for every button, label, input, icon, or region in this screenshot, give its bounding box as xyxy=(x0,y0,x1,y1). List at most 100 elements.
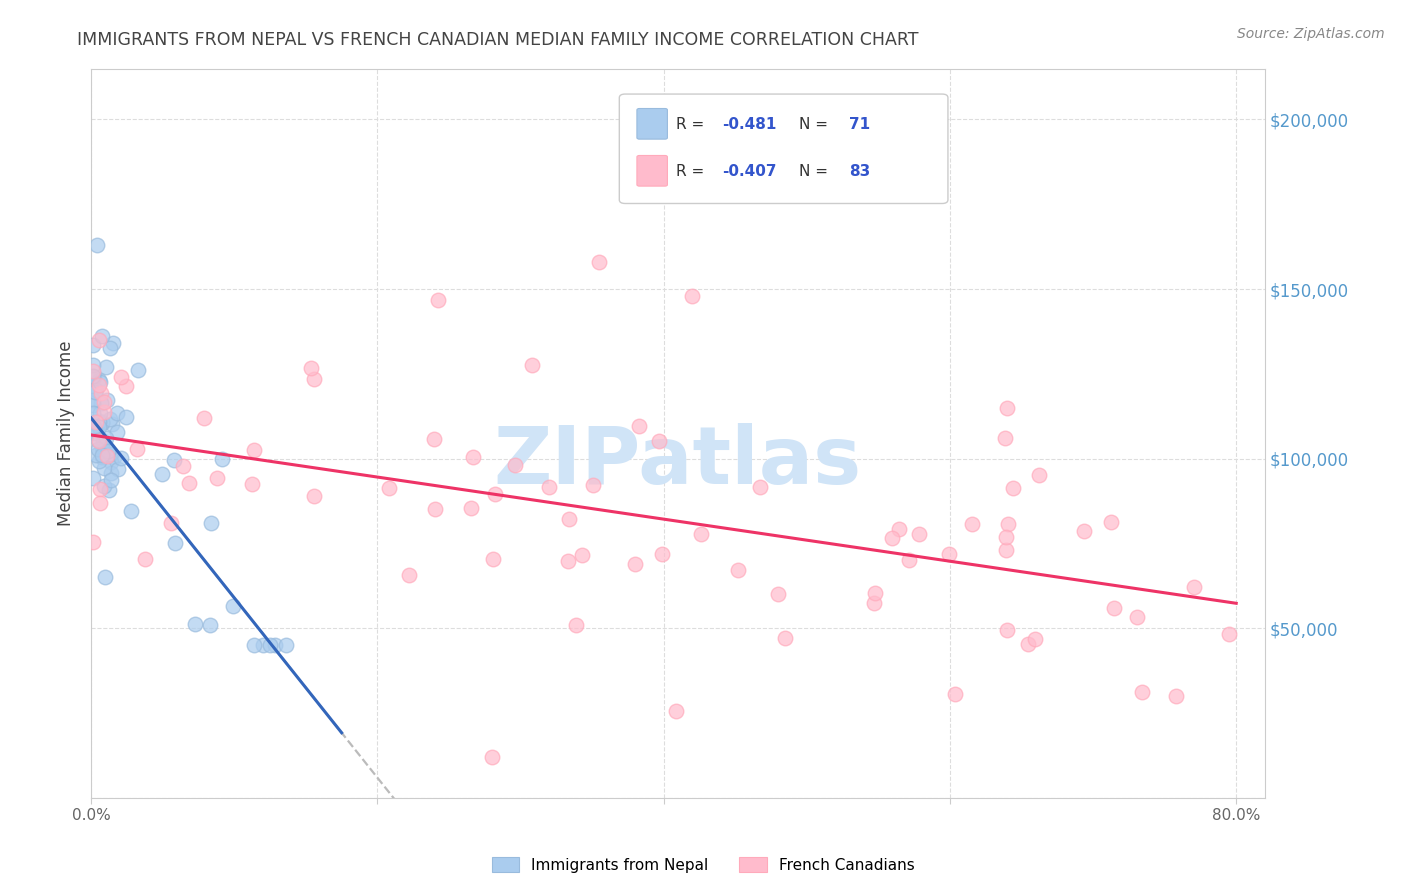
Point xyxy=(91,417,114,431)
FancyBboxPatch shape xyxy=(637,155,668,186)
Point xyxy=(1182,580,1205,594)
Point xyxy=(463,450,485,465)
Point xyxy=(484,487,506,501)
Point xyxy=(96,393,118,408)
Point xyxy=(89,496,111,510)
Point xyxy=(101,335,124,350)
Point xyxy=(89,386,111,401)
Point xyxy=(624,557,647,571)
Point xyxy=(648,434,671,448)
Point xyxy=(221,599,243,614)
Text: R =: R = xyxy=(676,117,709,132)
Point xyxy=(252,639,274,653)
Point xyxy=(1024,632,1046,646)
Point xyxy=(994,542,1017,557)
Point xyxy=(571,548,593,562)
Point xyxy=(962,516,984,531)
FancyBboxPatch shape xyxy=(619,94,948,203)
Point xyxy=(90,450,112,464)
Text: ZIPatlas: ZIPatlas xyxy=(494,424,862,501)
Point xyxy=(773,632,796,646)
Point xyxy=(82,337,104,351)
Point xyxy=(87,419,110,434)
Point xyxy=(422,432,444,446)
Point xyxy=(82,358,104,372)
Point xyxy=(105,406,128,420)
Point xyxy=(481,750,503,764)
Point xyxy=(427,293,450,307)
Point xyxy=(82,364,104,378)
Point xyxy=(134,552,156,566)
Point xyxy=(90,449,112,463)
Point xyxy=(538,480,561,494)
Point xyxy=(89,482,111,496)
Point xyxy=(94,359,117,374)
Point xyxy=(100,417,122,432)
Text: R =: R = xyxy=(676,164,709,179)
Point xyxy=(100,473,122,487)
Point xyxy=(995,623,1018,637)
Point xyxy=(89,375,111,389)
Point xyxy=(503,458,526,473)
Point xyxy=(84,448,107,462)
Point xyxy=(105,425,128,439)
Point xyxy=(211,451,233,466)
Point xyxy=(87,414,110,428)
Point xyxy=(82,415,104,429)
Point xyxy=(89,434,111,448)
Point xyxy=(200,516,222,530)
Text: Source: ZipAtlas.com: Source: ZipAtlas.com xyxy=(1237,27,1385,41)
Point xyxy=(94,570,117,584)
Point xyxy=(588,255,610,269)
Point xyxy=(110,450,132,465)
Point xyxy=(908,527,931,541)
Point xyxy=(82,369,104,384)
Point xyxy=(115,379,138,393)
Point xyxy=(107,462,129,476)
Point xyxy=(83,370,105,384)
Point xyxy=(398,568,420,582)
Point xyxy=(460,501,482,516)
Point xyxy=(96,449,118,463)
Legend: Immigrants from Nepal, French Canadians: Immigrants from Nepal, French Canadians xyxy=(486,852,920,877)
Point xyxy=(150,467,173,481)
Point xyxy=(90,329,112,343)
Point xyxy=(263,639,285,653)
Point xyxy=(193,411,215,425)
Point xyxy=(84,383,107,397)
Point xyxy=(82,392,104,407)
Point xyxy=(87,378,110,392)
Point xyxy=(198,618,221,632)
Point xyxy=(880,531,903,545)
Point xyxy=(90,395,112,409)
Point xyxy=(205,471,228,485)
Point xyxy=(1073,524,1095,538)
Point xyxy=(103,450,125,464)
Point xyxy=(100,455,122,469)
Point xyxy=(240,476,263,491)
Point xyxy=(125,442,148,456)
Point xyxy=(100,412,122,426)
Point xyxy=(276,639,298,653)
Point xyxy=(863,585,886,599)
Point xyxy=(1001,481,1024,495)
Point xyxy=(558,511,581,525)
Point xyxy=(87,433,110,447)
Point xyxy=(90,440,112,454)
Text: N =: N = xyxy=(799,164,832,179)
Point xyxy=(482,552,505,566)
Point xyxy=(628,419,651,434)
Point xyxy=(522,358,544,372)
FancyBboxPatch shape xyxy=(637,109,668,139)
Point xyxy=(1017,637,1039,651)
Y-axis label: Median Family Income: Median Family Income xyxy=(58,341,75,526)
Point xyxy=(557,554,579,568)
Point xyxy=(86,238,108,252)
Point xyxy=(115,409,138,424)
Point xyxy=(1218,626,1240,640)
Point xyxy=(90,415,112,429)
Point xyxy=(564,617,586,632)
Point xyxy=(665,704,688,718)
Point xyxy=(727,563,749,577)
Point xyxy=(1099,515,1122,529)
